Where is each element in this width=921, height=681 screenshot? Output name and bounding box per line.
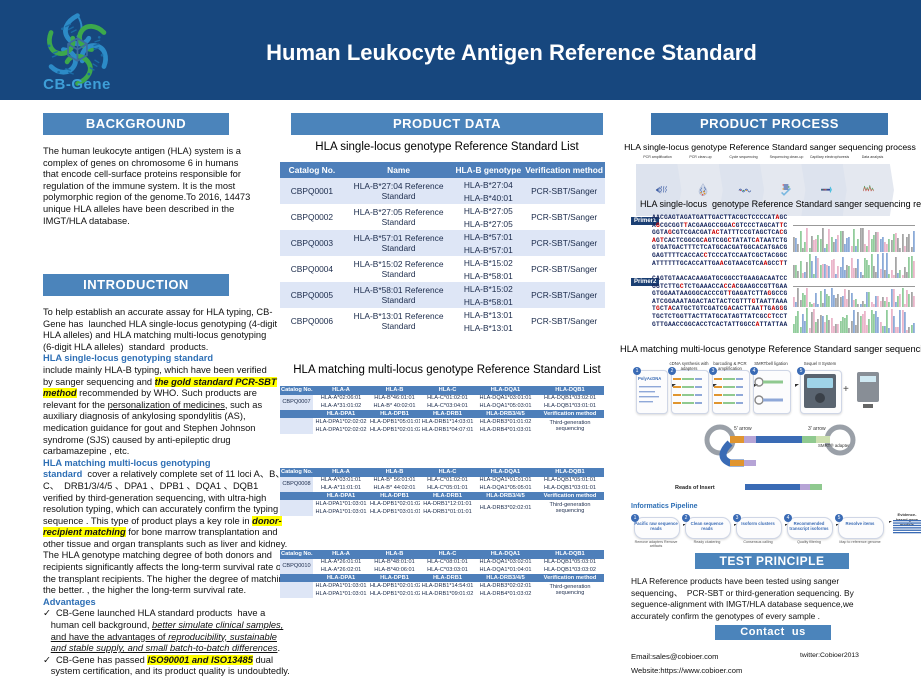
svg-text:SMRT® adapter: SMRT® adapter — [818, 443, 850, 448]
svg-text:5' arrow: 5' arrow — [734, 426, 752, 432]
svg-text:3' arrow: 3' arrow — [808, 426, 826, 432]
svg-text:PolyAcDNA: PolyAcDNA — [638, 376, 661, 381]
